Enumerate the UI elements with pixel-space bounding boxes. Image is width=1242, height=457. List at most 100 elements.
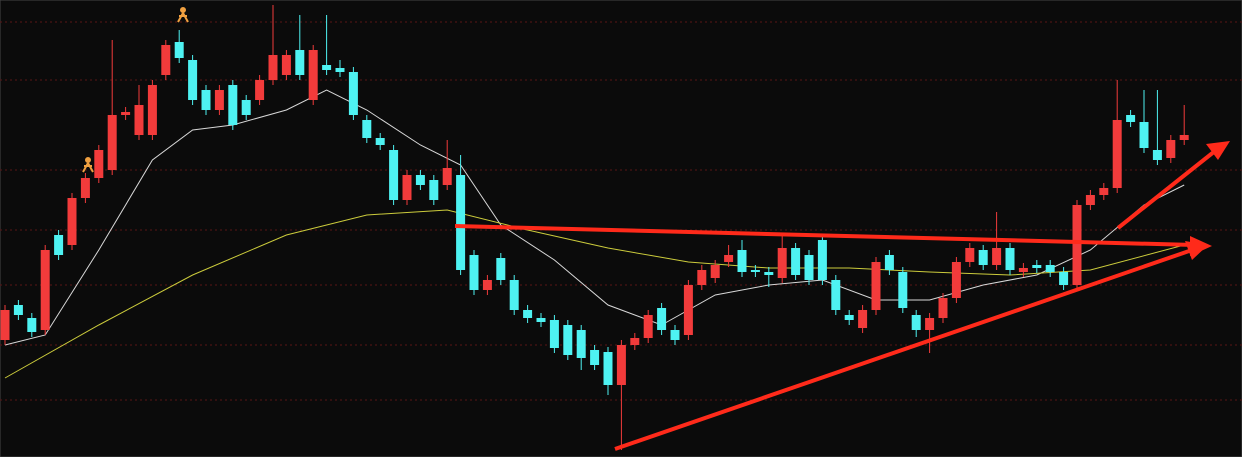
candle-body — [295, 50, 305, 75]
candle-body — [389, 150, 399, 200]
candle-body — [911, 315, 921, 330]
candle-body — [1112, 120, 1122, 188]
candle-body — [603, 352, 613, 385]
candle-body — [94, 150, 104, 178]
candle-body — [523, 310, 533, 318]
candle-body — [643, 315, 653, 338]
candle-body — [884, 255, 894, 270]
candle-body — [1126, 115, 1136, 122]
signal-marker — [180, 7, 186, 13]
candle-body — [1085, 195, 1095, 205]
candle-body — [456, 175, 466, 270]
candle-body — [670, 330, 680, 340]
candle-body — [750, 270, 760, 272]
candle-body — [683, 285, 693, 335]
candle-body — [764, 272, 774, 275]
candle-body — [1032, 265, 1042, 268]
candle-body — [429, 180, 439, 200]
candle-body — [724, 255, 734, 262]
candle-body — [1152, 150, 1162, 160]
candle-body — [0, 310, 10, 340]
candle-body — [992, 248, 1002, 265]
candle-body — [1045, 265, 1055, 272]
candle-body — [791, 248, 801, 275]
candle-body — [871, 262, 881, 310]
candle-body — [134, 105, 144, 135]
candle-body — [697, 270, 707, 285]
arrow-head — [1206, 141, 1230, 160]
resistance-line — [454, 224, 1196, 247]
candle-body — [442, 168, 452, 185]
candle-body — [938, 298, 948, 318]
candle-body — [375, 138, 385, 145]
candle-body — [308, 50, 318, 100]
candle-body — [40, 250, 50, 330]
support-line — [614, 248, 1193, 451]
candle-body — [804, 255, 814, 280]
candle-body — [1179, 135, 1189, 140]
candle-body — [536, 318, 546, 322]
candle-body — [844, 315, 854, 320]
candle-body — [898, 272, 908, 308]
candle-body — [965, 248, 975, 262]
candle-body — [121, 112, 131, 115]
candle-body — [1099, 188, 1109, 195]
candle-body — [482, 280, 492, 290]
candle-body — [817, 240, 827, 280]
candle-body — [858, 310, 868, 328]
candle-body — [201, 90, 211, 110]
candle-body — [241, 100, 251, 115]
candle-body — [188, 60, 198, 100]
candle-body — [630, 338, 640, 345]
candle-body — [1059, 272, 1069, 285]
signal-marker — [177, 12, 189, 23]
candle-body — [214, 90, 224, 110]
candle-body — [1072, 205, 1082, 285]
candle-body — [777, 248, 787, 278]
candle-body — [255, 80, 265, 100]
candle-body — [281, 55, 291, 75]
candle-body — [228, 85, 238, 125]
lines — [4, 89, 1185, 379]
candle-body — [13, 305, 23, 315]
annotations — [454, 141, 1230, 451]
candle-body — [147, 85, 157, 135]
candle-body — [174, 42, 184, 58]
arrow-head — [1185, 241, 1208, 260]
signal-marker — [85, 157, 91, 163]
candles — [0, 5, 1189, 450]
candle-body — [402, 175, 412, 200]
candle-body — [657, 308, 667, 330]
candle-body — [80, 178, 90, 198]
candle-body — [509, 280, 519, 310]
candle-body — [951, 262, 961, 298]
candle-body — [415, 175, 425, 185]
candle-body — [335, 68, 345, 72]
candle-body — [54, 235, 64, 255]
candle-body — [925, 318, 935, 330]
candle-body — [1005, 248, 1015, 270]
markers — [82, 7, 189, 173]
candle-body — [322, 65, 332, 70]
candle-body — [710, 265, 720, 278]
candle-body — [161, 45, 171, 75]
candle-body — [1139, 122, 1149, 148]
moving-average — [4, 209, 1185, 379]
candle-body — [67, 198, 77, 245]
candle-body — [469, 255, 479, 290]
candle-body — [563, 325, 573, 355]
candle-body — [27, 318, 37, 332]
candle-body — [107, 115, 117, 170]
breakout-line — [1116, 149, 1217, 230]
candle-body — [737, 250, 747, 272]
candle-body — [362, 120, 372, 138]
candle-body — [978, 250, 988, 265]
candle-body — [1018, 268, 1028, 272]
candle-body — [616, 345, 626, 385]
candle-body — [831, 280, 841, 310]
candle-body — [590, 350, 600, 365]
candle-body — [496, 258, 506, 280]
candle-body — [576, 330, 586, 358]
candle-body — [1166, 140, 1176, 158]
